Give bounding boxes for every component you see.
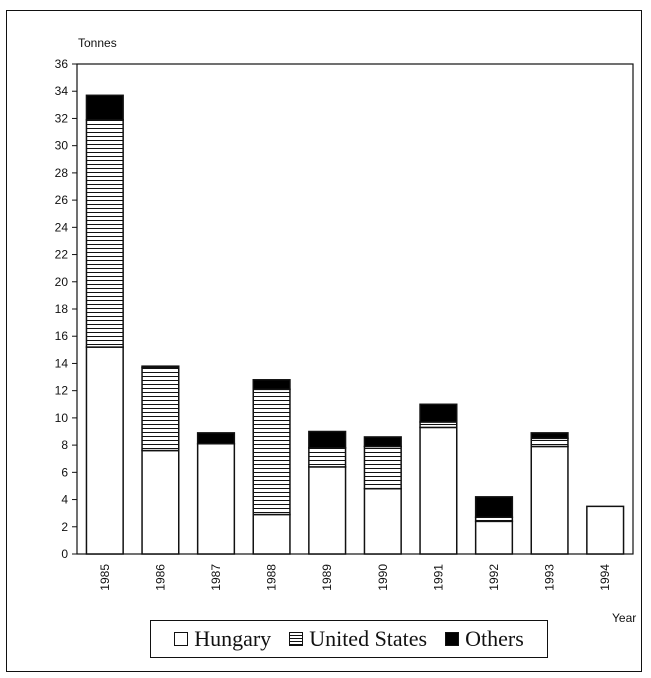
bar-hungary-1994 (586, 505, 625, 555)
y-tick-label: 0 (61, 547, 68, 561)
bar-hungary-1985 (85, 346, 124, 555)
bar-others-1985 (85, 94, 124, 121)
bar-others-1992 (474, 496, 514, 519)
legend-item-hungary: Hungary (174, 626, 271, 652)
hungary-swatch-icon (174, 632, 189, 646)
y-tick-label: 22 (55, 248, 69, 262)
x-axis-label: Year (612, 611, 636, 625)
y-tick-label: 16 (55, 329, 69, 343)
y-tick-label: 8 (61, 438, 68, 452)
others-swatch-icon (445, 632, 460, 646)
bar-united-states-1993 (530, 437, 569, 448)
bar-hungary-1993 (530, 445, 569, 555)
x-tick-label: 1985 (98, 564, 112, 591)
legend-item-united-states: United States (289, 626, 427, 652)
legend-label-others: Others (465, 626, 524, 651)
x-tick-label: 1986 (153, 564, 167, 591)
bar-others-1988 (252, 379, 291, 391)
y-tick-label: 2 (61, 520, 68, 534)
y-tick-label: 36 (55, 57, 69, 71)
y-axis-label: Tonnes (78, 36, 117, 50)
y-tick-label: 30 (55, 139, 69, 153)
united-states-swatch-icon (289, 632, 304, 646)
x-tick-label: 1994 (598, 564, 612, 591)
x-tick-label: 1989 (320, 564, 334, 591)
x-tick-label: 1992 (487, 564, 501, 591)
y-tick-label: 28 (55, 166, 69, 180)
bar-others-1989 (308, 430, 347, 449)
y-tick-label: 10 (55, 411, 69, 425)
bar-others-1986 (141, 365, 180, 369)
legend: Hungary United States Others (150, 620, 548, 658)
x-tick-label: 1988 (265, 564, 279, 591)
bar-united-states-1991 (419, 421, 458, 429)
x-tick-label: 1991 (431, 564, 445, 591)
bar-united-states-1986 (141, 366, 180, 452)
y-tick-label: 34 (55, 84, 69, 98)
y-tick-label: 4 (61, 493, 68, 507)
bar-united-states-1985 (85, 119, 124, 348)
x-tick-label: 1993 (543, 564, 557, 591)
y-tick-label: 18 (55, 302, 69, 316)
y-tick-label: 6 (61, 465, 68, 479)
y-tick-label: 24 (55, 220, 69, 234)
legend-label-hungary: Hungary (194, 626, 272, 651)
bar-others-1987 (196, 432, 236, 445)
legend-item-others: Others (445, 626, 524, 652)
bar-hungary-1990 (363, 487, 402, 555)
bar-hungary-1991 (419, 426, 458, 555)
y-tick-label: 20 (55, 275, 69, 289)
x-tick-label: 1987 (209, 564, 223, 591)
bar-others-1990 (363, 436, 402, 448)
bar-hungary-1987 (196, 443, 236, 555)
bar-others-1993 (530, 432, 569, 440)
bar-others-1991 (419, 403, 458, 423)
legend-label-united-states: United States (309, 626, 428, 651)
bar-hungary-1988 (252, 513, 291, 555)
bar-hungary-1992 (474, 520, 514, 555)
y-tick-label: 32 (55, 111, 69, 125)
y-tick-label: 26 (55, 193, 69, 207)
y-tick-label: 12 (55, 384, 69, 398)
bar-hungary-1986 (141, 449, 180, 555)
bar-united-states-1989 (308, 447, 347, 468)
bar-united-states-1988 (252, 388, 291, 516)
x-tick-label: 1990 (376, 564, 390, 591)
y-tick-label: 14 (55, 356, 69, 370)
bar-hungary-1989 (308, 466, 347, 555)
bar-united-states-1990 (363, 445, 402, 490)
